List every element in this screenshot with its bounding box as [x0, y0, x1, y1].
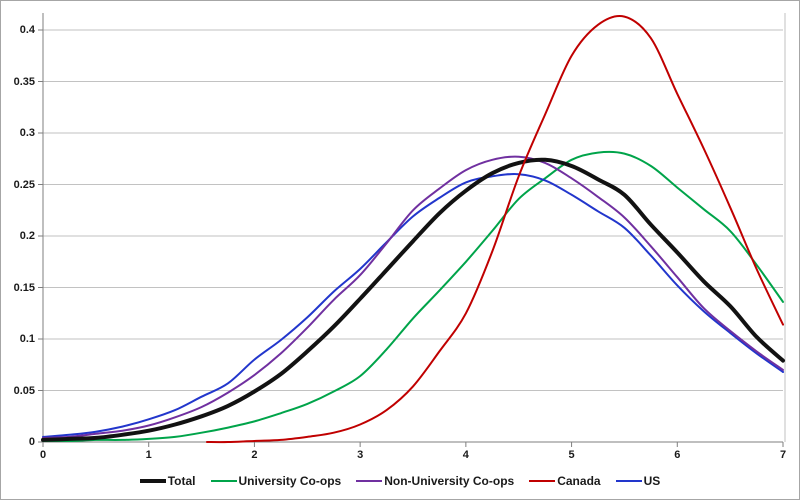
- legend-line-swatch: [210, 480, 237, 482]
- legend-line-swatch: [356, 480, 383, 482]
- legend-label: Canada: [557, 474, 601, 488]
- series-line-total: [41, 157, 785, 442]
- legend: Total University Co-ops Non-University Co-…: [1, 471, 799, 491]
- series-line-us: [42, 173, 784, 438]
- y-tick-label: 0.1: [19, 333, 35, 345]
- legend-item: Canada: [529, 474, 601, 488]
- x-tick-label: 2: [251, 449, 258, 461]
- series-line-university-co-ops: [42, 150, 784, 443]
- legend-label: University Co-ops: [238, 474, 342, 488]
- x-tick-label: 6: [674, 449, 681, 461]
- x-tick-label: 3: [357, 449, 364, 461]
- x-tick-label: 0: [39, 449, 47, 461]
- legend-label: Total: [167, 474, 196, 488]
- legend-item: University Co-ops: [210, 474, 342, 488]
- legend-line-swatch: [615, 480, 642, 482]
- legend-item: Total: [139, 474, 196, 488]
- y-tick-label: 0.2: [19, 230, 35, 242]
- y-tick-label: 0.4: [19, 24, 35, 36]
- y-tick-label: 0: [28, 436, 35, 448]
- legend-item: Non-University Co-ops: [356, 474, 514, 488]
- legend-item: US: [615, 474, 661, 488]
- y-tick-label: 0.3: [19, 127, 35, 139]
- legend-label: Non-University Co-ops: [384, 474, 515, 488]
- legend-line-swatch: [529, 480, 556, 482]
- y-tick-label: 0.35: [13, 75, 35, 88]
- y-tick-label: 0.25: [13, 178, 35, 191]
- y-tick-label: 0.05: [13, 384, 35, 397]
- x-tick-label: 4: [462, 449, 469, 461]
- series-line-canada: [205, 15, 784, 444]
- x-tick-label: 5: [568, 449, 575, 461]
- series-line-non-university-co-ops: [42, 155, 784, 439]
- y-tick-label: 0.15: [13, 281, 35, 294]
- x-tick-label: 1: [145, 449, 152, 461]
- x-tick-label: 7: [779, 449, 787, 461]
- legend-label: US: [643, 474, 661, 488]
- legend-line-swatch: [139, 479, 166, 483]
